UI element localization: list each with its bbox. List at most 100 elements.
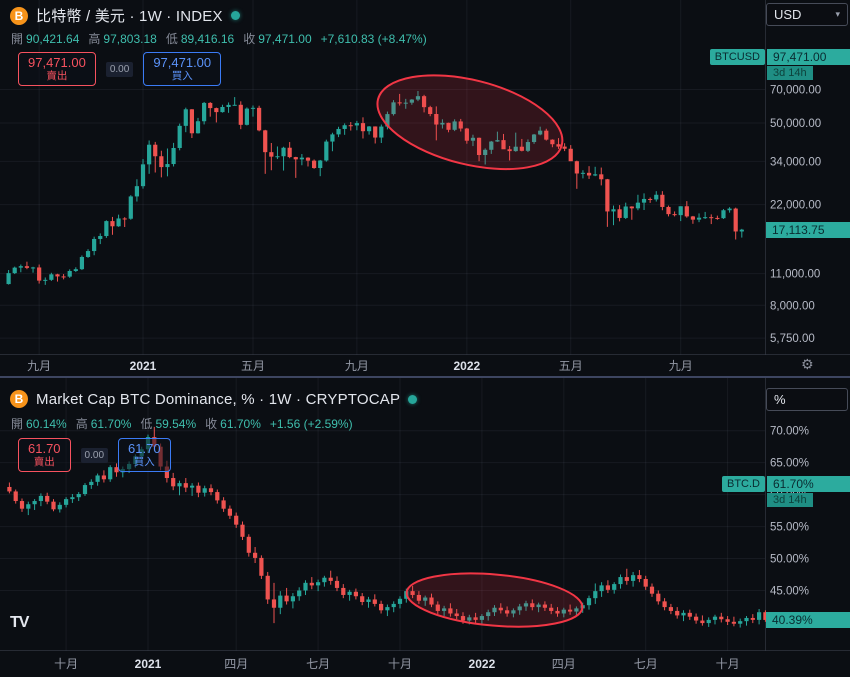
bitcoin-icon: B <box>10 6 28 25</box>
change-value: +1.56 (+2.59%) <box>269 416 353 431</box>
buy-label: 買入 <box>133 456 155 468</box>
time-tick-label: 五月 <box>241 359 265 373</box>
symbol-tag: BTC.D <box>722 476 765 492</box>
time-tick-label: 2021 <box>135 657 162 671</box>
symbol-header: B 比特幣 / 美元 · 1W · INDEX <box>10 5 240 26</box>
high-label: 高 <box>88 32 101 46</box>
time-tick-label: 七月 <box>634 657 658 671</box>
time-tick-label: 九月 <box>345 359 369 373</box>
low-value: 89,416.16 <box>180 31 235 46</box>
time-tick-label: 十月 <box>716 657 740 671</box>
close-value: 61.70% <box>220 416 261 431</box>
drawing-ellipse-annotation[interactable] <box>368 58 572 186</box>
realtime-data-status-icon[interactable] <box>408 394 418 404</box>
open-value: 60.14% <box>26 416 67 431</box>
low-label: 低 <box>140 417 153 431</box>
bitcoin-icon: B <box>10 390 28 408</box>
realtime-data-status-icon[interactable] <box>230 11 240 20</box>
open-value: 90,421.64 <box>26 31 80 46</box>
price-tick-label: 11,000.00 <box>770 269 820 281</box>
time-tick-label: 五月 <box>559 359 583 373</box>
time-tick-label: 七月 <box>306 657 330 671</box>
price-pane-btcusd: 70,000.00 50,000.00 34,000.00 22,000.00 11,0… <box>0 0 850 377</box>
price-tick-label: 50.00% <box>770 554 809 566</box>
time-tick-label: 四月 <box>224 657 248 671</box>
price-tick-label: 5,750.00 <box>770 333 815 345</box>
price-tick-label: 22,000.00 <box>770 200 821 212</box>
time-tick-label: 十月 <box>54 657 78 671</box>
time-tick-label: 十月 <box>388 657 412 671</box>
current-price-value: 97,471.00 <box>767 49 850 65</box>
chevron-down-icon: ▾ <box>835 9 840 19</box>
bar-countdown-badge: BTCUSD 97,471.00 3d 14h <box>709 49 850 80</box>
candlestick-series <box>6 90 744 285</box>
low-value: 59.54% <box>155 416 197 431</box>
trade-widget: 97,471.00 賣出 0.00 97,471.00 買入 <box>18 52 222 86</box>
btc-chart-canvas[interactable]: 70,000.00 50,000.00 34,000.00 22,000.00 11,0… <box>0 0 850 377</box>
symbol-tag: BTCUSD <box>709 49 765 65</box>
unit-selector[interactable]: % <box>766 388 848 411</box>
ohlc-values-row: 開 60.14% 高 61.70% 低 59.54% 收 61.70% +1.5… <box>11 415 353 432</box>
open-label: 開 <box>11 417 24 431</box>
open-label: 開 <box>11 32 24 46</box>
close-value: 97,471.00 <box>258 31 312 46</box>
price-tick-label: 55.00% <box>770 522 809 534</box>
high-label: 高 <box>75 417 88 431</box>
sell-label: 賣出 <box>33 456 55 468</box>
buy-button[interactable]: 61.70 買入 <box>118 438 171 472</box>
last-price-badge: 17,113.75 <box>766 222 850 238</box>
high-value: 61.70% <box>90 416 132 431</box>
drawing-ellipse-annotation[interactable] <box>404 567 584 633</box>
price-tick-label: 70,000.00 <box>770 85 821 97</box>
buy-price: 97,471.00 <box>153 55 212 70</box>
currency-selector-value: USD <box>774 7 802 22</box>
symbol-header: B Market Cap BTC Dominance, % · 1W · CRY… <box>10 390 418 408</box>
sell-button[interactable]: 61.70 賣出 <box>18 438 71 472</box>
currency-selector[interactable]: USD ▾ <box>766 3 848 26</box>
time-tick-label: 九月 <box>669 359 693 373</box>
time-axis[interactable] <box>0 651 796 677</box>
sell-label: 賣出 <box>46 70 68 82</box>
dominance-pane-btcd: 70.00%65.00%60.00%55.00%50.00%45.00%十月20… <box>0 378 850 677</box>
price-axis[interactable] <box>766 378 850 650</box>
price-tick-label: 70.00% <box>770 426 809 438</box>
time-tick-label: 2021 <box>130 359 157 373</box>
price-tick-label: 8,000.00 <box>770 300 815 312</box>
change-value: +7,610.83 (+8.47%) <box>320 31 427 46</box>
trade-widget: 61.70 賣出 0.00 61.70 買入 <box>18 438 171 472</box>
time-tick-label: 九月 <box>27 359 51 373</box>
price-tick-label: 65.00% <box>770 458 809 470</box>
sell-price: 61.70 <box>28 441 61 456</box>
close-label: 收 <box>205 417 218 431</box>
buy-price: 61.70 <box>128 441 161 456</box>
bar-countdown-badge: BTC.D 61.70% 3d 14h <box>722 476 850 507</box>
bar-countdown-value: 3d 14h <box>767 493 813 507</box>
close-label: 收 <box>243 32 256 46</box>
sell-button[interactable]: 97,471.00 賣出 <box>18 52 96 86</box>
sell-price: 97,471.00 <box>28 55 86 70</box>
current-price-value: 61.70% <box>767 476 850 492</box>
time-axis[interactable] <box>0 355 796 377</box>
bar-countdown-value: 3d 14h <box>767 66 813 80</box>
last-price-badge: 40.39% <box>766 612 850 628</box>
high-value: 97,803.18 <box>103 31 157 46</box>
time-tick-label: 四月 <box>552 657 576 671</box>
price-tick-label: 34,000.00 <box>770 156 821 168</box>
symbol-title[interactable]: Market Cap BTC Dominance, % · 1W · CRYPT… <box>36 390 401 408</box>
buy-label: 買入 <box>171 70 193 82</box>
gear-icon[interactable]: ⚙ <box>801 356 814 372</box>
spread-value: 0.00 <box>80 447 109 463</box>
time-tick-label: 2022 <box>453 359 480 373</box>
pane-divider[interactable] <box>0 376 850 378</box>
time-tick-label: 2022 <box>469 657 496 671</box>
tradingview-logo-icon[interactable]: TV <box>10 614 29 631</box>
low-label: 低 <box>165 32 178 46</box>
unit-selector-value: % <box>774 392 786 407</box>
symbol-title[interactable]: 比特幣 / 美元 · 1W · INDEX <box>36 8 223 25</box>
spread-value: 0.00 <box>105 61 134 77</box>
buy-button[interactable]: 97,471.00 買入 <box>143 52 222 86</box>
price-tick-label: 45.00% <box>770 585 809 597</box>
price-tick-label: 50,000.00 <box>770 118 821 130</box>
ohlc-values-row: 開 90,421.64 高 97,803.18 低 89,416.16 收 97… <box>11 30 427 47</box>
